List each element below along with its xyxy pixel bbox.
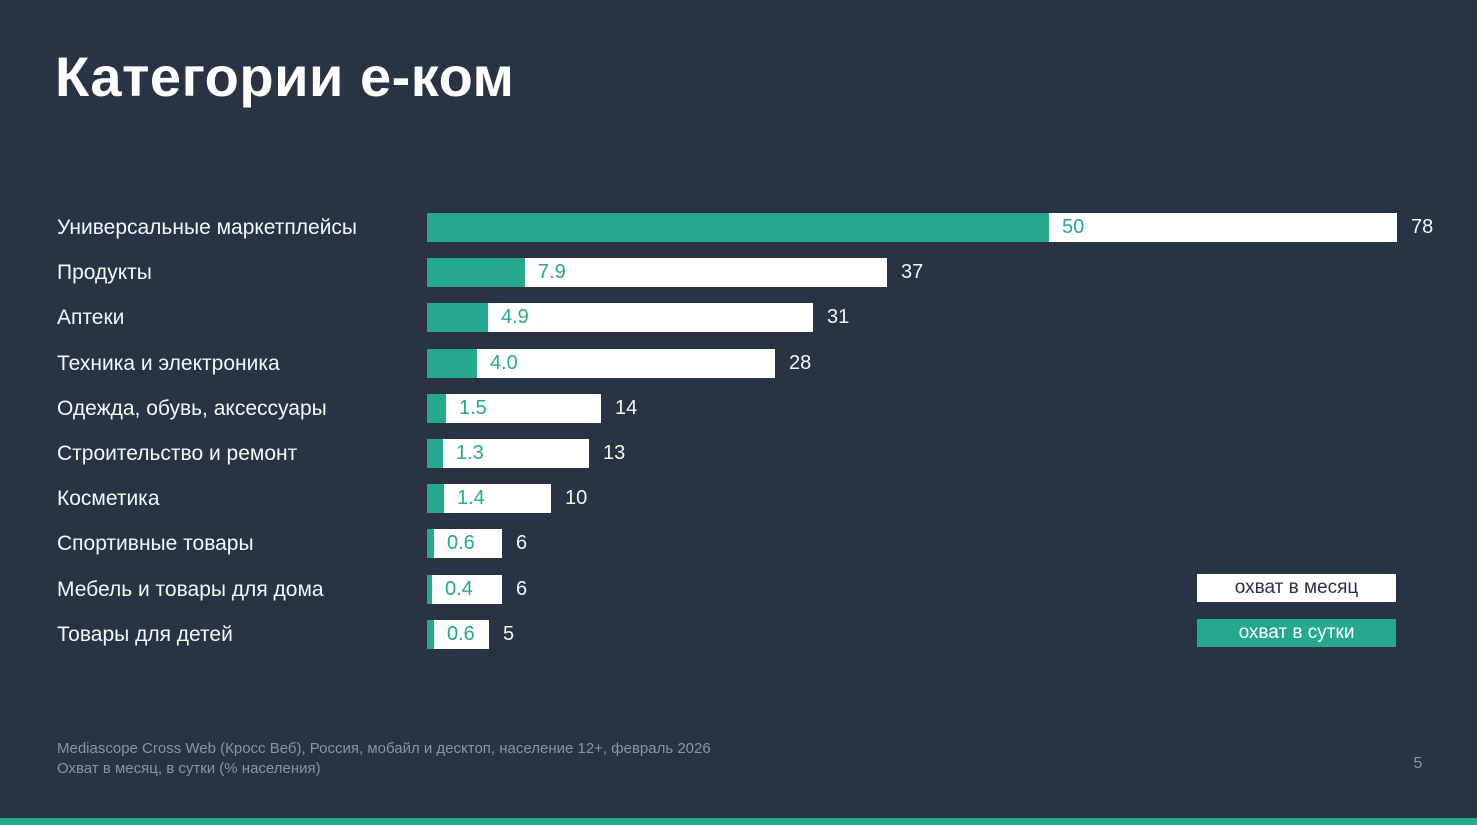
chart-row: Косметика 1.4 10	[57, 484, 1447, 514]
category-label: Одежда, обувь, аксессуары	[57, 396, 327, 420]
daily-reach-bar	[427, 213, 1049, 242]
daily-reach-bar	[427, 574, 432, 604]
bottom-accent-strip	[0, 818, 1477, 825]
category-label: Спортивные товары	[57, 532, 254, 556]
monthly-value-label: 6	[516, 577, 528, 600]
monthly-reach-bar	[427, 439, 589, 468]
monthly-reach-bar	[427, 484, 551, 514]
slide-title: Категории е-ком	[55, 45, 515, 108]
chart-row: Аптеки 4.9 31	[57, 303, 1447, 333]
daily-value-label: 0.6	[447, 622, 475, 645]
category-label: Аптеки	[57, 306, 125, 330]
daily-value-label: 4.9	[501, 306, 529, 329]
daily-reach-bar	[427, 348, 477, 378]
monthly-value-label: 13	[603, 442, 626, 464]
daily-value-label: 50	[1062, 216, 1085, 238]
category-label: Мебель и товары для дома	[57, 577, 324, 601]
category-label: Продукты	[57, 261, 152, 285]
monthly-value-label: 14	[615, 396, 638, 419]
footer-source-line: Mediascope Cross Web (Кросс Веб), Россия…	[57, 740, 711, 757]
legend-daily: охват в сутки	[1197, 619, 1396, 647]
category-label: Универсальные маркетплейсы	[57, 216, 358, 239]
monthly-reach-bar	[427, 574, 502, 604]
daily-value-label: 0.4	[445, 577, 473, 600]
chart-row: Товары для детей 0.6 5	[57, 619, 1447, 649]
footer-metric-line: Охват в месяц, в сутки (% населения)	[57, 760, 321, 777]
daily-reach-bar	[427, 619, 434, 649]
daily-value-label: 1.3	[456, 442, 484, 464]
monthly-value-label: 28	[789, 351, 812, 374]
chart-row: Продукты 7.9 37	[57, 258, 1447, 288]
daily-value-label: 4.0	[490, 351, 518, 374]
monthly-reach-bar	[427, 529, 502, 559]
daily-reach-bar	[427, 484, 444, 514]
daily-reach-bar	[427, 258, 525, 288]
bar-chart: Универсальные маркетплейсы 50 78 Продукты 7.…	[57, 213, 1447, 673]
monthly-value-label: 37	[901, 261, 924, 284]
monthly-reach-bar	[427, 303, 813, 333]
chart-row: Строительство и ремонт 1.3 13	[57, 439, 1447, 468]
chart-row: Техника и электроника 4.0 28	[57, 348, 1447, 378]
daily-value-label: 1.4	[457, 487, 485, 510]
chart-row: Спортивные товары 0.6 6	[57, 529, 1447, 559]
legend-monthly: охват в месяц	[1197, 574, 1396, 602]
monthly-value-label: 6	[516, 532, 528, 555]
category-label: Товары для детей	[57, 622, 233, 646]
daily-reach-bar	[427, 439, 443, 468]
chart-row: Одежда, обувь, аксессуары 1.5 14	[57, 393, 1447, 423]
daily-value-label: 7.9	[538, 261, 566, 284]
monthly-reach-bar	[427, 348, 775, 378]
category-label: Строительство и ремонт	[57, 442, 298, 465]
monthly-reach-bar	[427, 619, 489, 649]
chart-row: Универсальные маркетплейсы 50 78	[57, 213, 1447, 242]
monthly-value-label: 10	[565, 487, 588, 510]
daily-reach-bar	[427, 303, 488, 333]
monthly-reach-bar	[427, 393, 601, 423]
monthly-value-label: 78	[1411, 216, 1434, 238]
monthly-value-label: 31	[827, 306, 850, 329]
footer: Mediascope Cross Web (Кросс Веб), Россия…	[57, 739, 711, 779]
chart-row: Мебель и товары для дома 0.4 6	[57, 574, 1447, 604]
page-number: 5	[1413, 755, 1423, 772]
category-label: Косметика	[57, 487, 160, 511]
daily-reach-bar	[427, 529, 434, 559]
category-label: Техника и электроника	[57, 351, 280, 375]
daily-value-label: 1.5	[459, 396, 487, 419]
daily-value-label: 0.6	[447, 532, 475, 555]
monthly-value-label: 5	[503, 622, 515, 645]
daily-reach-bar	[427, 393, 446, 423]
